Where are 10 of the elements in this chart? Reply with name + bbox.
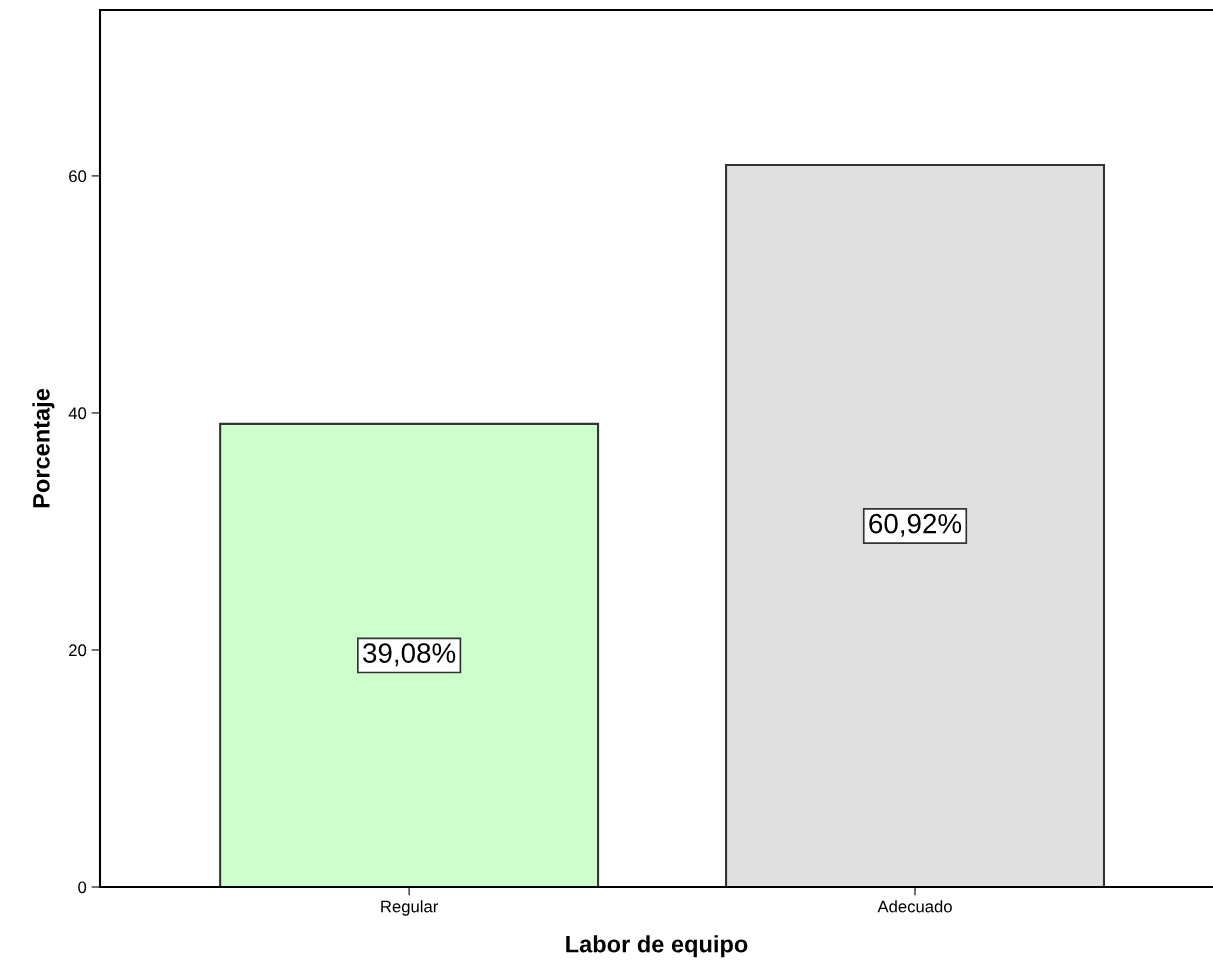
- y-tick-label: 0: [78, 881, 87, 894]
- y-tick-label: 60: [69, 170, 87, 183]
- y-tick-label: 40: [68, 407, 87, 420]
- x-axis-title: Labor de equipo: [566, 935, 748, 958]
- data-label: 60,92%: [869, 513, 962, 537]
- x-tick-label: Adecuado: [877, 900, 952, 913]
- y-tick-label: 20: [69, 644, 87, 657]
- x-tick-label: Regular: [381, 900, 439, 916]
- data-label: 39,08%: [363, 643, 456, 667]
- y-axis-title: Porcentaje: [32, 388, 55, 508]
